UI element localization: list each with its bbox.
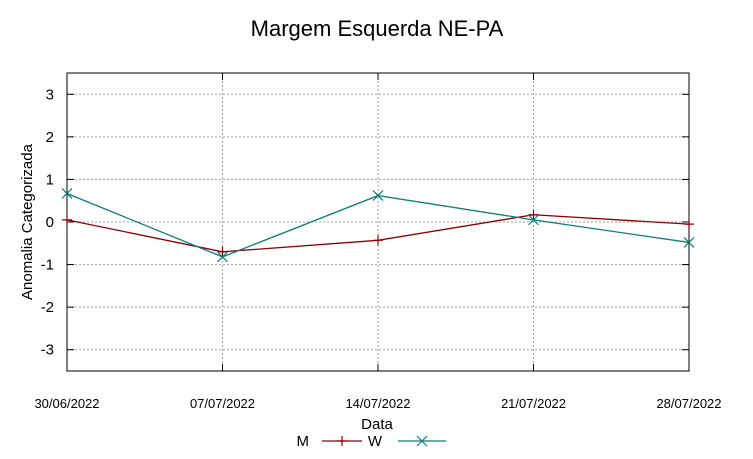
y-axis-label: Anomalia Categorizada [19, 143, 36, 300]
x-tick-label: 28/07/2022 [656, 396, 721, 411]
x-tick-label: 07/07/2022 [190, 396, 255, 411]
series-w-point [528, 214, 539, 226]
gridlines [67, 73, 689, 371]
legend-label-m: M [297, 433, 310, 450]
legend-label-w: W [368, 433, 383, 450]
x-axis-ticks: 30/06/2022 07/07/2022 14/07/2022 21/07/2022… [34, 73, 722, 411]
y-tick-label: 1 [46, 171, 54, 188]
series-m-point [684, 219, 694, 230]
series-w-point [217, 251, 228, 263]
series-w-point [372, 190, 384, 202]
y-tick-label: -1 [41, 257, 54, 274]
x-tick-label: 21/07/2022 [501, 396, 566, 411]
y-tick-label: 0 [46, 214, 54, 231]
series-w-point [683, 237, 695, 248]
x-tick-label: 30/06/2022 [34, 396, 99, 411]
legend-marker-m [337, 436, 347, 446]
y-tick-label: 2 [46, 129, 54, 146]
y-tick-label: 3 [46, 86, 54, 103]
series-m-point [217, 246, 228, 257]
x-axis-label: Data [361, 416, 393, 433]
x-tick-label: 14/07/2022 [345, 396, 410, 411]
y-tick-label: -2 [41, 299, 54, 316]
series-group [61, 188, 695, 263]
y-axis-ticks: 3 2 1 0 -1 -2 -3 [41, 86, 689, 359]
y-tick-label: -3 [41, 342, 54, 359]
series-m-point [62, 214, 72, 225]
legend-marker-w [416, 435, 428, 447]
series-m-point [373, 235, 383, 246]
series-w-point [61, 188, 73, 199]
chart-title: Margem Esquerda NE-PA [251, 16, 504, 41]
series-m-point [528, 209, 539, 220]
